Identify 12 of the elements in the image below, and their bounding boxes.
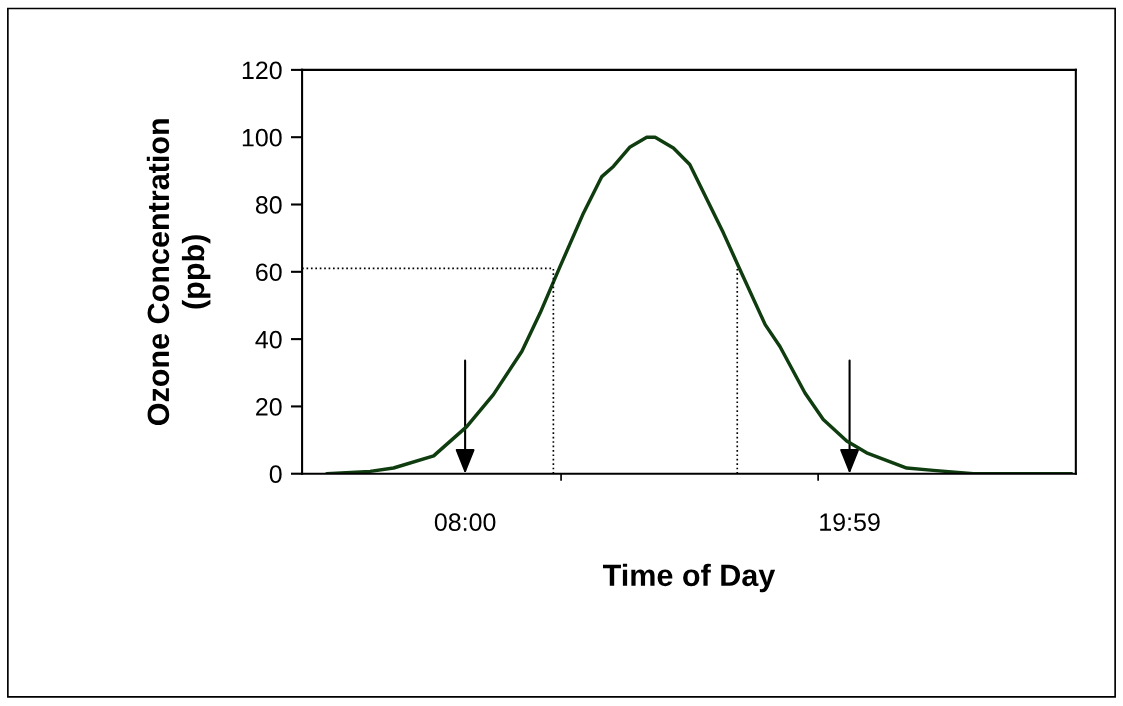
y-tick-label: 120: [242, 61, 282, 80]
y-tick-label: 40: [255, 330, 282, 349]
y-tick-label: 20: [256, 398, 282, 416]
y-tick-label: 100: [242, 128, 282, 147]
y-axis-title: Ozone Concentration (ppb): [146, 119, 211, 426]
y-tick-label: 80: [255, 196, 282, 214]
line-series: [325, 135, 1074, 474]
x-tick-label: 08:00: [434, 513, 496, 531]
y-tick-label: 60: [256, 263, 282, 282]
x-axis-title: Time of Day: [602, 563, 776, 593]
y-tick-label: 0: [269, 465, 282, 484]
x-tick-label: 19:59: [820, 513, 880, 531]
